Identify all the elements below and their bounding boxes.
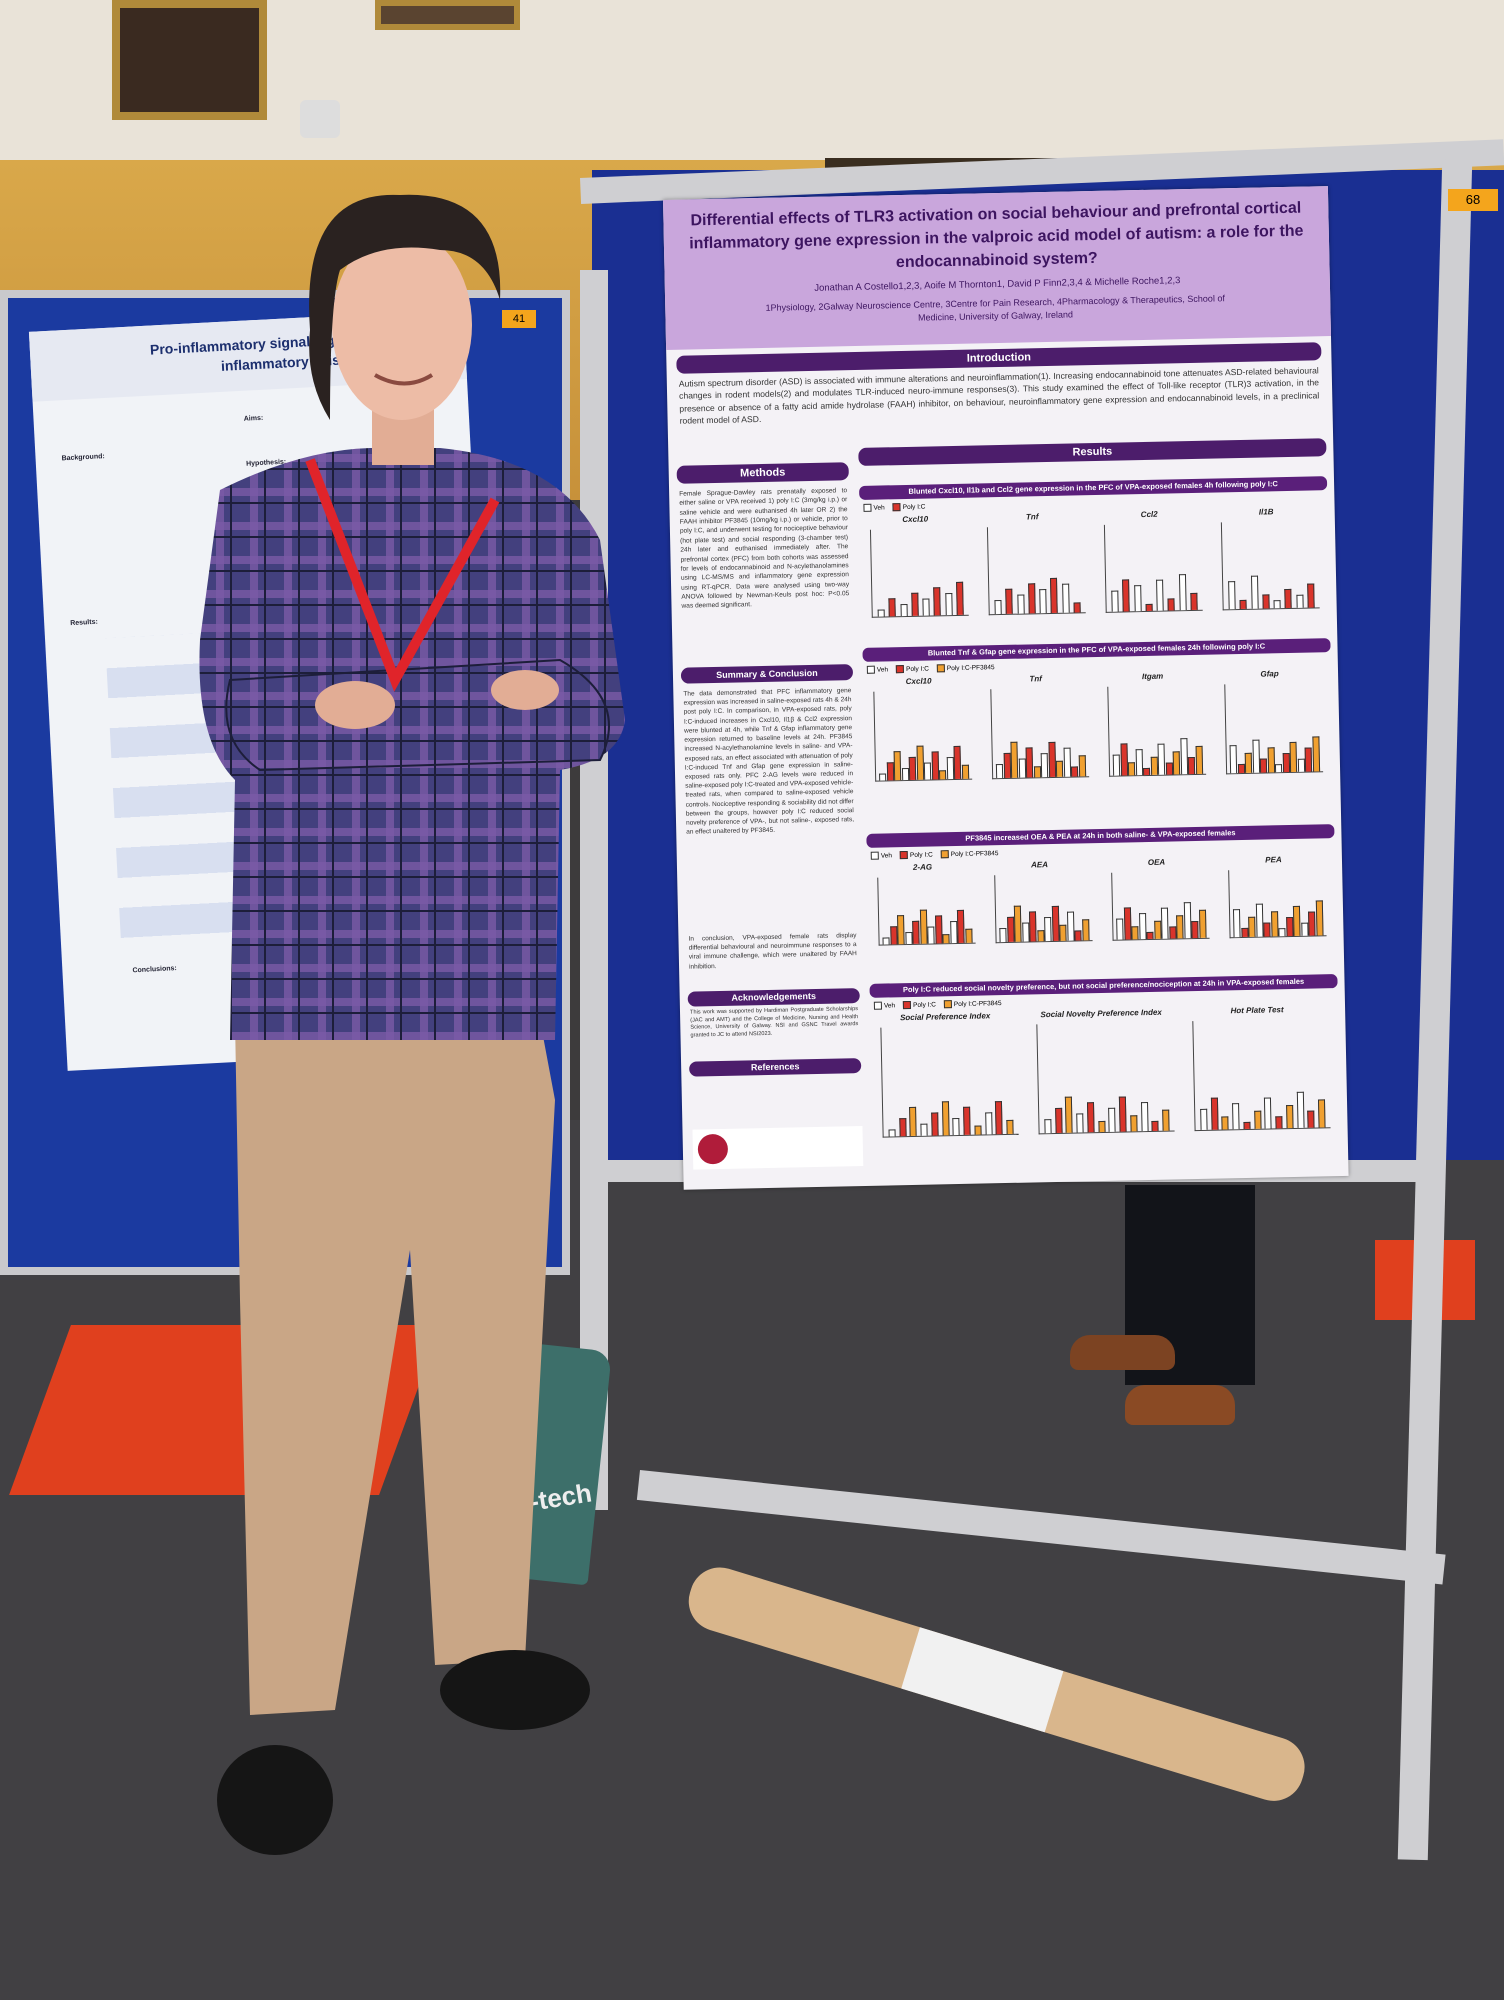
crossed-arms: [225, 658, 610, 772]
hair: [309, 194, 501, 420]
painting: [112, 0, 267, 120]
shoe: [217, 1745, 333, 1855]
board-number: 68: [1448, 189, 1498, 211]
lanyard: [305, 458, 500, 692]
frame-post: [580, 270, 608, 1510]
shoe: [1070, 1335, 1175, 1370]
speaker: [300, 100, 340, 138]
pants: [235, 1020, 555, 1715]
hand: [315, 681, 395, 729]
shoe: [440, 1650, 590, 1730]
hand: [491, 670, 559, 710]
shoe: [1125, 1385, 1235, 1425]
board-number: 41: [502, 310, 536, 328]
painting: [375, 0, 520, 30]
smile: [374, 373, 434, 386]
face: [332, 230, 472, 420]
